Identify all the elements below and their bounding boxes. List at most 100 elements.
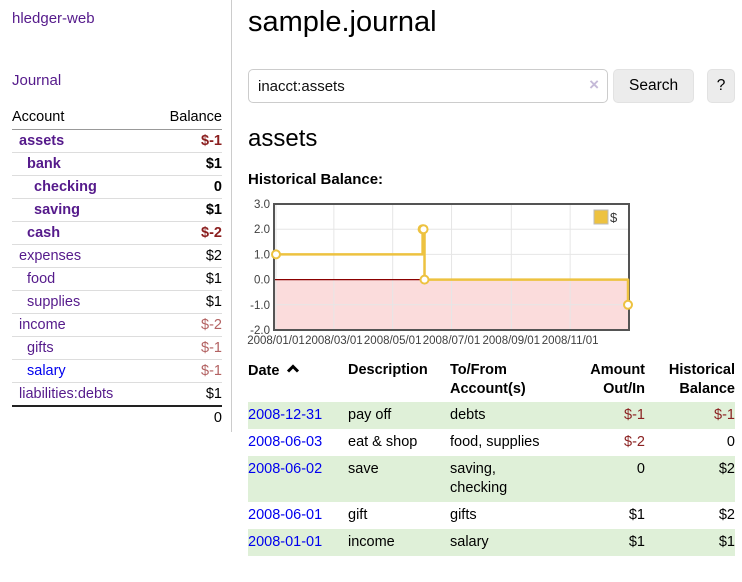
account-balance: $2 <box>150 244 222 268</box>
register-header-date-label: Date <box>248 363 280 379</box>
register-date-link[interactable]: 2008-06-01 <box>248 507 323 523</box>
account-balance: $1 <box>150 198 222 222</box>
account-row-bank: bank $1 <box>12 152 222 176</box>
account-link-saving[interactable]: saving <box>34 202 80 218</box>
app-title-link[interactable]: hledger-web <box>12 10 95 27</box>
register-description: gift <box>348 507 368 523</box>
register-header-date[interactable]: Date <box>248 358 348 402</box>
register-accounts: gifts <box>450 507 477 523</box>
register-balance: $2 <box>718 507 735 523</box>
account-heading: assets <box>248 125 318 152</box>
register-row: 2008-06-02 save saving, checking 0 $2 <box>248 456 735 502</box>
account-link-liabilities-debts[interactable]: liabilities:debts <box>19 386 114 402</box>
account-balance: $1 <box>150 382 222 406</box>
account-row-income: income $-2 <box>12 313 222 337</box>
register-amount: $-1 <box>554 402 645 429</box>
svg-text:2008/03/01: 2008/03/01 <box>305 335 363 347</box>
register-amount: $1 <box>554 529 645 556</box>
account-link-food[interactable]: food <box>27 271 56 287</box>
register-table: Date Description To/From Account(s) Amou… <box>248 358 735 556</box>
account-link-assets[interactable]: assets <box>19 133 65 149</box>
account-link-cash[interactable]: cash <box>27 225 61 241</box>
account-balance: $-1 <box>150 359 222 383</box>
page-title: sample.journal <box>248 6 437 38</box>
account-link-expenses[interactable]: expenses <box>19 248 82 264</box>
svg-text:2.0: 2.0 <box>254 224 270 236</box>
account-balance: $-1 <box>150 336 222 360</box>
account-link-supplies[interactable]: supplies <box>27 294 81 310</box>
help-button[interactable]: ? <box>707 69 735 103</box>
register-amount: $-2 <box>624 434 645 450</box>
account-balance: 0 <box>150 175 222 199</box>
search-input[interactable] <box>248 69 608 103</box>
register-description: pay off <box>348 402 450 429</box>
account-link-income[interactable]: income <box>19 317 66 333</box>
register-amount: $1 <box>628 507 645 523</box>
sidebar-nav: Journal <box>12 72 231 90</box>
register-balance: $1 <box>645 529 735 556</box>
account-row-salary: salary $-1 <box>12 359 222 383</box>
account-link-bank[interactable]: bank <box>27 156 61 172</box>
register-accounts: food, supplies <box>450 434 540 450</box>
register-date-link[interactable]: 2008-06-03 <box>248 434 323 450</box>
register-date-link[interactable]: 2008-06-02 <box>248 461 323 477</box>
svg-text:1.0: 1.0 <box>254 249 270 261</box>
account-row-cash: cash $-2 <box>12 221 222 245</box>
account-row-food: food $1 <box>12 267 222 291</box>
register-header-row: Date Description To/From Account(s) Amou… <box>248 358 735 402</box>
clear-search-icon[interactable]: × <box>589 75 599 94</box>
register-date-link[interactable]: 2008-01-01 <box>248 534 323 550</box>
account-balance: $-2 <box>150 313 222 337</box>
account-row-saving: saving $1 <box>12 198 222 222</box>
svg-text:2008/01/01: 2008/01/01 <box>247 335 305 347</box>
account-link-salary[interactable]: salary <box>27 363 66 379</box>
svg-text:2008/09/01: 2008/09/01 <box>483 335 541 347</box>
register-row: 2008-12-31 pay off debts $-1 $-1 <box>248 402 735 429</box>
register-date-link[interactable]: 2008-12-31 <box>248 407 323 423</box>
account-balance: $1 <box>150 152 222 176</box>
app-title: hledger-web <box>12 10 231 28</box>
svg-text:$: $ <box>610 210 618 225</box>
svg-text:-2.0: -2.0 <box>250 325 270 337</box>
account-link-gifts[interactable]: gifts <box>27 340 54 356</box>
register-row: 2008-06-03 eat & shop food, supplies $-2… <box>248 429 735 456</box>
chart-title: Historical Balance: <box>248 171 384 188</box>
svg-text:2008/11/01: 2008/11/01 <box>542 335 599 347</box>
account-balance: $1 <box>150 267 222 291</box>
account-row-checking: checking 0 <box>12 175 222 199</box>
search-form: × Search ? <box>248 69 735 103</box>
account-balance: $-2 <box>150 221 222 245</box>
register-balance: $-1 <box>645 402 735 429</box>
sidebar-item-journal[interactable]: Journal <box>12 72 62 89</box>
account-balance: $-1 <box>201 133 222 149</box>
register-header-balance: Historical Balance <box>668 362 735 397</box>
register-header-amount: Amount Out/In <box>590 362 645 397</box>
register-amount: 0 <box>554 456 645 502</box>
account-row-supplies: supplies $1 <box>12 290 222 314</box>
register-accounts: salary <box>450 529 554 556</box>
svg-text:-1.0: -1.0 <box>250 300 270 312</box>
account-link-checking[interactable]: checking <box>34 179 97 195</box>
register-header-description: Description <box>348 362 428 378</box>
accounts-header-row: Account Balance <box>12 106 222 130</box>
register-description: eat & shop <box>348 434 418 450</box>
register-row: 2008-01-01 income salary $1 $1 <box>248 529 735 556</box>
account-row-gifts: gifts $-1 <box>12 336 222 360</box>
register-balance: 0 <box>726 434 735 450</box>
main-content: sample.journal × Search ? assets Histori… <box>247 0 735 556</box>
register-row: 2008-06-01 gift gifts $1 $2 <box>248 502 735 529</box>
svg-text:2008/07/01: 2008/07/01 <box>423 335 481 347</box>
register-accounts: saving, checking <box>450 456 554 502</box>
register-header-accounts: To/From Account(s) <box>450 362 526 397</box>
sort-ascending-icon <box>286 361 300 380</box>
accounts-table: Account Balance assets $-1 bank $1 check… <box>12 106 222 429</box>
accounts-header-account: Account <box>12 106 151 130</box>
search-button[interactable]: Search <box>613 69 695 103</box>
account-row-assets: assets $-1 <box>12 130 222 153</box>
accounts-total-value: 0 <box>150 405 222 429</box>
account-row-liabilities-debts: liabilities:debts $1 <box>12 382 222 406</box>
search-box: × <box>248 69 608 103</box>
account-row-expenses: expenses $2 <box>12 244 222 268</box>
register-description: save <box>348 456 450 502</box>
accounts-total-row: 0 <box>12 405 222 429</box>
